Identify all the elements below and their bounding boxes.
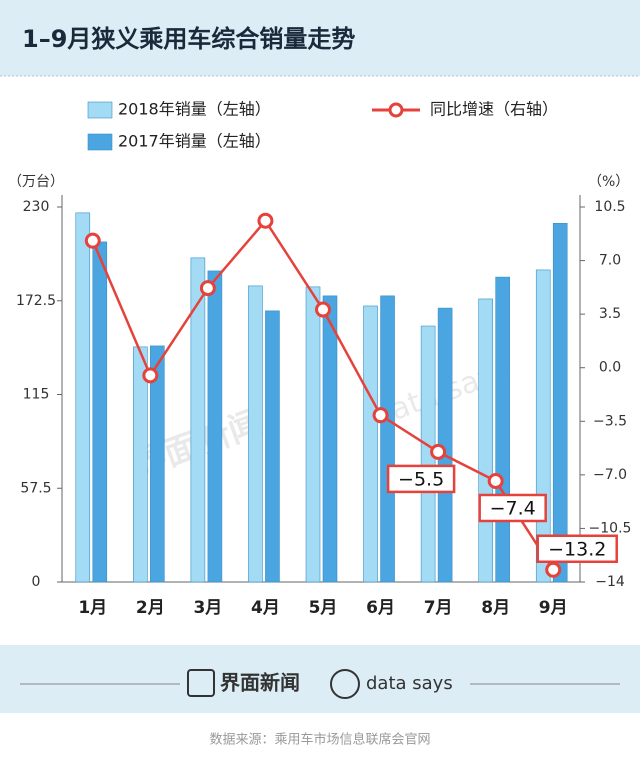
legend-swatch [87,133,113,151]
brand: 界面新闻 [220,671,300,695]
bar [265,310,280,583]
source: 数据来源：乘用车市场信息联席会官网 [209,732,430,748]
footer-band [0,645,640,713]
y2-tick-label: −3.5 [593,413,627,429]
y2-tick-label: 3.5 [599,306,621,322]
bar [552,223,568,583]
x-tick-label: 9月 [539,598,568,618]
bar [478,298,493,583]
y2-tick-label: −7.0 [593,467,627,483]
legend-label: 同比增速（右轴） [430,100,558,119]
bar [75,212,91,583]
value-label-box [536,534,618,564]
value-label: −13.2 [548,538,606,560]
y2-tick-label: −10.5 [589,520,632,536]
bar [305,286,321,583]
x-tick-label: 7月 [424,598,453,618]
line-marker [430,443,447,460]
legend-marker [388,102,404,118]
line-marker [257,212,274,229]
x-tick-label: 2月 [136,598,165,618]
y-tick-label: 57.5 [20,480,51,496]
chart-title: 1–9月狭义乘用车综合销量走势 [22,25,355,53]
bar [207,270,223,583]
x-tick-label: 3月 [193,598,222,618]
y-tick-label: 172.5 [16,293,56,309]
bar [363,305,378,583]
x-tick-label: 8月 [481,598,510,618]
legend-label: 2017年销量（左轴） [118,132,271,151]
y-tick-label: 230 [23,199,50,215]
header-band [0,0,640,76]
bar [133,346,148,583]
line-marker [84,232,101,249]
y2-tick-label: 0.0 [599,360,621,376]
y-axis-label: （万台） [8,174,64,190]
y-tick-label: 115 [23,387,50,403]
y2-axis-label: （%） [588,174,629,190]
line-marker [199,280,216,297]
x-tick-label: 5月 [309,598,338,618]
y2-tick-label: 7.0 [599,253,621,269]
bar [322,295,338,583]
line-marker [372,407,389,424]
brand-icon [187,669,215,697]
x-tick-label: 1月 [78,598,107,618]
brand2: data says [366,673,453,694]
bar [495,276,510,583]
x-tick-label: 6月 [366,598,395,618]
line-marker [487,472,504,489]
legend-swatch [87,101,113,119]
value-label: −5.5 [398,468,444,490]
y2-tick-label: 10.5 [594,199,625,215]
line-marker [315,301,331,318]
watermark: 界面新闻 data says [127,352,516,486]
y2-tick-label: −14 [595,574,625,590]
bar [380,295,395,583]
bar [190,257,206,583]
y-tick-label: 0 [32,574,41,590]
brand2-icon [330,669,360,699]
bar [248,285,263,583]
bar [92,241,108,583]
legend-label: 2018年销量（左轴） [118,100,271,119]
line-marker [142,367,159,384]
value-label-box [478,493,547,523]
value-label-box [386,464,456,494]
bar [150,345,165,583]
line-marker [545,561,562,578]
value-label: −7.4 [490,497,536,519]
x-tick-label: 4月 [251,598,280,618]
